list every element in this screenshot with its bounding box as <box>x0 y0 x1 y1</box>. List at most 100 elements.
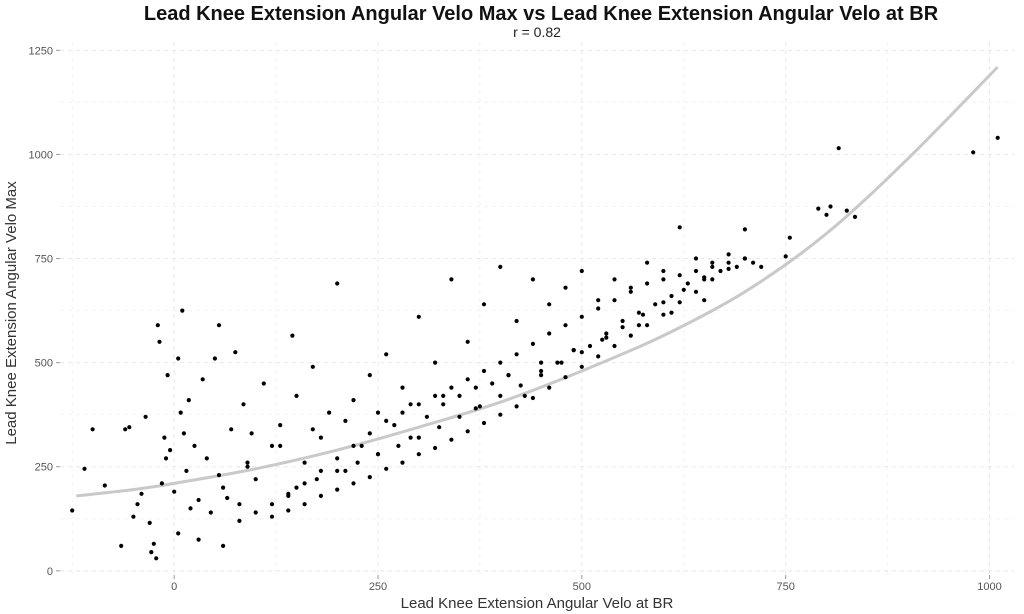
data-point <box>269 502 275 507</box>
data-point <box>221 543 226 549</box>
data-point <box>127 425 132 430</box>
data-points <box>70 135 1000 561</box>
data-point <box>208 510 213 515</box>
data-point <box>685 281 690 286</box>
data-point <box>481 302 487 307</box>
data-point <box>433 445 438 451</box>
data-point <box>400 410 405 415</box>
data-point <box>359 443 364 448</box>
data-point <box>249 431 254 436</box>
data-point <box>457 393 462 398</box>
data-point <box>416 402 421 407</box>
data-point <box>310 427 315 432</box>
data-point <box>702 275 707 280</box>
data-point <box>844 208 849 213</box>
data-point <box>604 331 609 336</box>
data-point <box>559 360 564 365</box>
data-point <box>693 268 699 274</box>
data-point <box>351 443 356 448</box>
data-point <box>186 398 191 403</box>
data-point <box>135 502 140 507</box>
data-point <box>131 514 136 519</box>
data-point <box>518 383 523 388</box>
data-point <box>677 300 682 305</box>
data-point <box>416 452 421 457</box>
y-tick-label: 250 <box>35 462 53 474</box>
data-point <box>596 354 601 359</box>
data-point <box>196 497 201 503</box>
data-point <box>530 341 536 346</box>
data-point <box>514 352 519 357</box>
chart-subtitle: r = 0.82 <box>513 24 561 40</box>
data-point <box>612 277 617 282</box>
data-point <box>742 256 748 261</box>
data-point <box>612 298 617 303</box>
data-point <box>335 456 340 461</box>
data-point <box>433 360 438 365</box>
data-point <box>351 398 356 403</box>
data-point <box>245 460 250 465</box>
data-point <box>225 495 230 501</box>
data-point <box>702 298 707 303</box>
data-point <box>742 227 748 232</box>
data-point <box>157 339 162 344</box>
data-point <box>539 360 544 365</box>
data-point <box>278 443 283 448</box>
grid-lines <box>60 42 1014 575</box>
data-point <box>180 308 185 313</box>
data-point <box>465 339 470 344</box>
data-point <box>196 537 201 542</box>
data-point <box>571 348 576 353</box>
data-point <box>620 318 625 324</box>
data-point <box>661 277 666 282</box>
axis-ticks: 0 250 500 750 1000 0 250 500 750 1000 1250 <box>29 45 1002 593</box>
data-point <box>620 325 625 330</box>
data-point <box>253 510 258 515</box>
data-point <box>204 456 209 461</box>
data-point <box>628 333 633 338</box>
data-point <box>441 402 446 407</box>
chart-title: Lead Knee Extension Angular Velo Max vs … <box>144 3 939 25</box>
x-tick-label: 1000 <box>977 581 1001 593</box>
data-point <box>237 518 242 524</box>
data-point <box>481 420 487 426</box>
data-point <box>465 377 470 382</box>
data-point <box>710 260 715 265</box>
data-point <box>547 302 552 307</box>
data-point <box>241 402 246 407</box>
data-point <box>188 506 193 511</box>
data-point <box>449 437 454 442</box>
data-point <box>579 350 584 355</box>
data-point <box>216 323 222 328</box>
data-point <box>787 235 792 240</box>
data-point <box>139 491 144 496</box>
data-point <box>162 435 167 440</box>
data-point <box>343 418 348 423</box>
data-point <box>710 264 715 269</box>
data-point <box>367 475 372 480</box>
data-point <box>473 406 478 411</box>
data-point <box>286 508 291 513</box>
data-point <box>384 352 389 357</box>
data-point <box>151 541 156 546</box>
data-point <box>645 281 650 286</box>
data-point <box>852 214 858 219</box>
data-point <box>70 508 75 513</box>
data-point <box>645 260 650 265</box>
data-point <box>269 443 275 448</box>
data-point <box>693 289 699 294</box>
data-point <box>759 264 764 269</box>
data-point <box>400 460 405 465</box>
data-point <box>229 427 234 432</box>
data-point <box>294 485 299 490</box>
data-point <box>168 448 173 453</box>
data-point <box>718 268 723 274</box>
data-point <box>82 466 87 471</box>
data-point <box>261 381 266 386</box>
data-point <box>392 423 397 428</box>
data-point <box>375 410 381 415</box>
data-point <box>816 206 821 211</box>
data-point <box>669 293 674 299</box>
data-point <box>628 285 633 290</box>
data-point <box>640 312 646 317</box>
